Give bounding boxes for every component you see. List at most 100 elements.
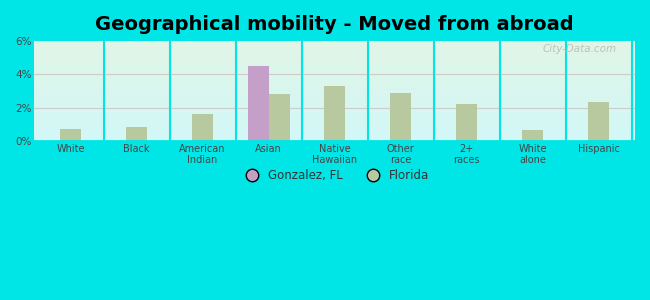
Bar [34, 84, 635, 85]
Bar [34, 134, 635, 135]
Bar [34, 121, 635, 122]
Bar [34, 97, 635, 98]
Bar [34, 65, 635, 66]
Bar [34, 53, 635, 54]
Bar [34, 127, 635, 128]
Bar [34, 46, 635, 47]
Bar [34, 115, 635, 116]
Bar [248, 66, 268, 141]
Bar [34, 99, 635, 100]
Bar [34, 61, 635, 62]
Bar [34, 110, 635, 111]
Bar [34, 52, 635, 53]
Bar [34, 62, 635, 63]
Bar [34, 69, 635, 70]
Bar [34, 119, 635, 120]
Bar [34, 131, 635, 132]
Bar [34, 87, 635, 88]
Bar [34, 93, 635, 94]
Bar [34, 122, 635, 123]
Bar [34, 56, 635, 57]
Bar [34, 116, 635, 117]
Bar [34, 71, 635, 72]
Bar [34, 86, 635, 87]
Bar [268, 94, 290, 141]
Bar [34, 78, 635, 79]
Bar [34, 103, 635, 104]
Bar [34, 61, 635, 62]
Bar [34, 70, 635, 71]
Bar [34, 126, 635, 127]
Bar [522, 130, 543, 141]
Bar [34, 125, 635, 126]
Bar [34, 49, 635, 50]
Bar [34, 113, 635, 114]
Bar [34, 89, 635, 90]
Bar [34, 63, 635, 64]
Bar [34, 106, 635, 107]
Bar [34, 130, 635, 131]
Bar [34, 68, 635, 69]
Bar [34, 138, 635, 139]
Bar [34, 140, 635, 141]
Bar [34, 80, 635, 81]
Bar [34, 47, 635, 48]
Bar [34, 82, 635, 83]
Bar [588, 102, 609, 141]
Bar [34, 112, 635, 113]
Bar [34, 81, 635, 82]
Bar [34, 107, 635, 108]
Bar [34, 120, 635, 121]
Bar [192, 114, 213, 141]
Bar [34, 88, 635, 89]
Bar [34, 83, 635, 84]
Bar [34, 102, 635, 103]
Bar [324, 86, 345, 141]
Bar [34, 76, 635, 77]
Bar [126, 128, 147, 141]
Bar [34, 72, 635, 73]
Bar [34, 111, 635, 112]
Bar [34, 100, 635, 101]
Bar [34, 44, 635, 45]
Bar [34, 132, 635, 133]
Bar [34, 98, 635, 99]
Text: City-Data.com: City-Data.com [543, 44, 617, 54]
Bar [34, 90, 635, 91]
Bar [34, 117, 635, 118]
Bar [34, 79, 635, 80]
Bar [390, 93, 411, 141]
Bar [34, 95, 635, 96]
Bar [34, 123, 635, 124]
Bar [34, 136, 635, 137]
Bar [34, 118, 635, 119]
Bar [34, 74, 635, 75]
Bar [34, 94, 635, 95]
Bar [34, 104, 635, 105]
Bar [34, 108, 635, 109]
Bar [34, 133, 635, 134]
Bar [34, 128, 635, 129]
Bar [34, 60, 635, 61]
Title: Geographical mobility - Moved from abroad: Geographical mobility - Moved from abroa… [96, 15, 574, 34]
Bar [34, 57, 635, 58]
Bar [34, 124, 635, 125]
Bar [34, 67, 635, 68]
Bar [34, 45, 635, 46]
Bar [34, 42, 635, 43]
Legend: Gonzalez, FL, Florida: Gonzalez, FL, Florida [235, 164, 434, 187]
Bar [34, 50, 635, 51]
Bar [34, 51, 635, 52]
Bar [34, 77, 635, 78]
Bar [34, 66, 635, 67]
Bar [34, 96, 635, 97]
Bar [34, 92, 635, 93]
Bar [34, 101, 635, 102]
Bar [34, 48, 635, 49]
Bar [34, 105, 635, 106]
Bar [34, 129, 635, 130]
Bar [34, 75, 635, 76]
Bar [34, 41, 635, 42]
Bar [34, 58, 635, 59]
Bar [60, 129, 81, 141]
